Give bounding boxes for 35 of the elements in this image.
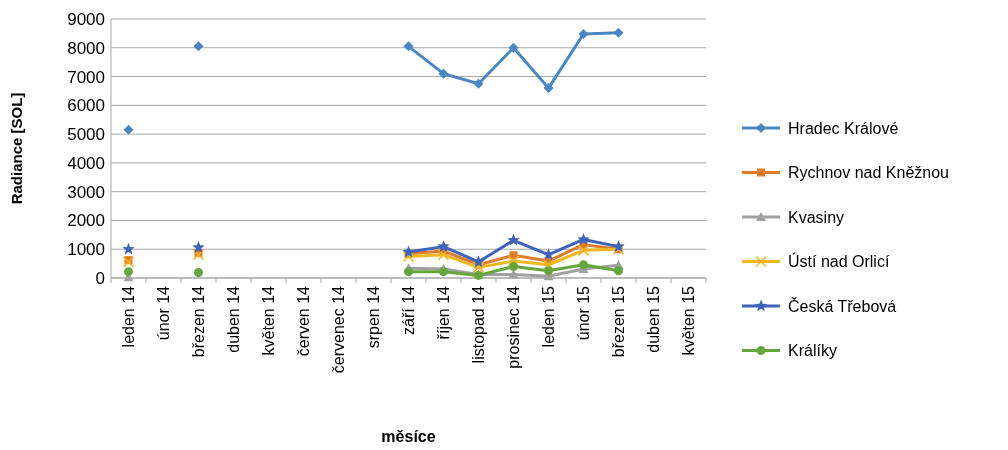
x-tick-label: červenec 14 — [330, 285, 348, 374]
y-axis-title: Radiance [SOL] — [8, 92, 25, 205]
y-tick-label: 3000 — [67, 182, 105, 202]
x-tick-label: duben 15 — [645, 285, 663, 353]
legend-label: Králíky — [788, 342, 837, 360]
x-axis-title: měsíce — [381, 428, 436, 445]
x-tick-label: květen 15 — [680, 285, 698, 356]
y-tick-label: 4000 — [67, 153, 105, 173]
y-tick-label: 8000 — [67, 38, 105, 58]
x-tick-label: září 14 — [400, 285, 418, 335]
legend-label: Česká Třebová — [788, 296, 897, 315]
y-tick-label: 0 — [95, 268, 105, 288]
legend-label: Rychnov nad Kněžnou — [788, 164, 949, 182]
x-tick-label: červen 14 — [295, 285, 313, 357]
y-tick-label: 6000 — [67, 96, 105, 116]
y-tick-label: 5000 — [67, 125, 105, 145]
x-tick-label: březen 15 — [610, 285, 628, 358]
x-tick-label: únor 14 — [155, 285, 173, 341]
y-tick-label: 2000 — [67, 211, 105, 231]
y-tick-label: 7000 — [67, 67, 105, 87]
y-tick-label: 1000 — [67, 240, 105, 260]
x-tick-label: říjen 14 — [435, 285, 453, 340]
x-tick-label: březen 14 — [190, 285, 208, 358]
legend-label: Hradec Králové — [788, 119, 899, 137]
x-tick-label: srpen 14 — [365, 285, 383, 349]
legend-label: Ústí nad Orlicí — [788, 252, 890, 271]
x-tick-label: únor 15 — [575, 285, 593, 341]
legend-label: Kvasiny — [788, 208, 845, 226]
x-tick-label: listopad 14 — [470, 285, 488, 364]
x-tick-label: prosinec 14 — [505, 285, 523, 369]
y-tick-label: 9000 — [67, 9, 105, 29]
x-tick-label: leden 14 — [120, 285, 138, 348]
x-tick-label: leden 15 — [540, 285, 558, 348]
x-tick-label: duben 14 — [225, 285, 243, 353]
x-tick-label: květen 14 — [260, 285, 278, 356]
